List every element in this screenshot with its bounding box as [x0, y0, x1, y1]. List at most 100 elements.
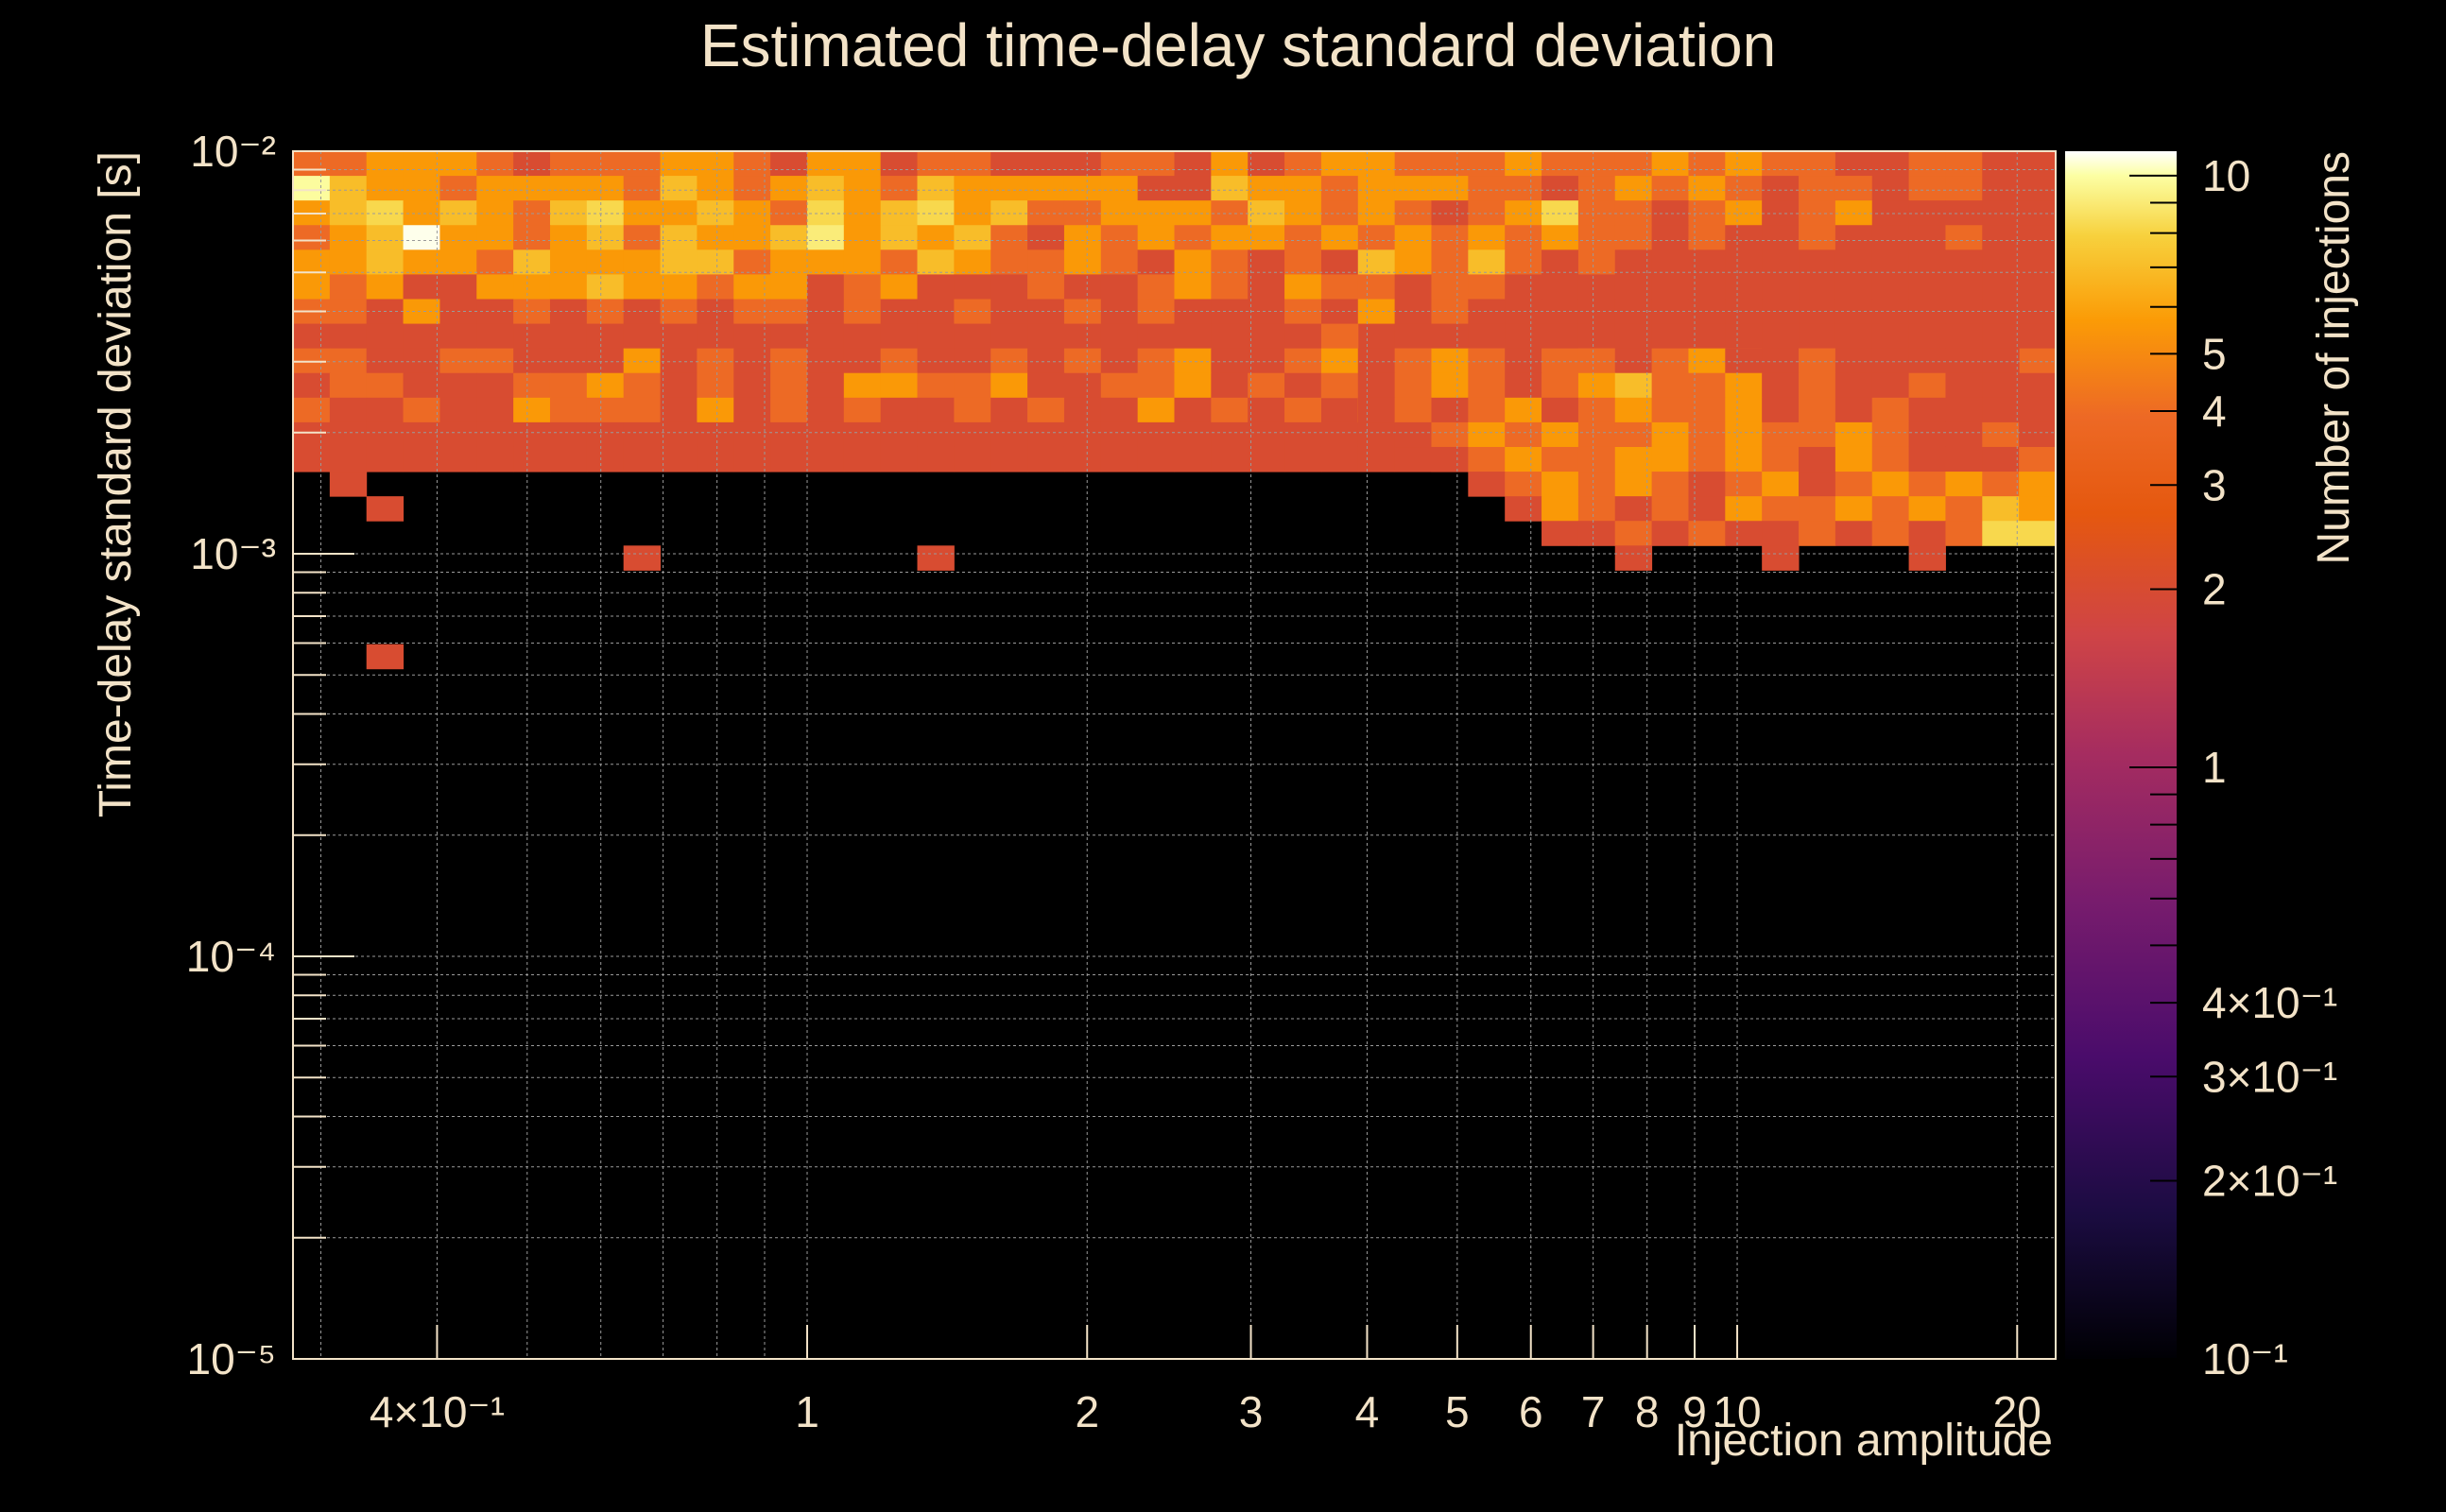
- heatmap-cell: [1505, 176, 1542, 201]
- heatmap-cell: [476, 225, 514, 250]
- heatmap-cell: [1027, 446, 1065, 472]
- heatmap-cell: [1725, 446, 1763, 472]
- heatmap-cell: [513, 421, 551, 448]
- x-tick-label: 4: [1355, 1387, 1380, 1436]
- heatmap-cell: [623, 372, 662, 399]
- heatmap-cell: [623, 545, 662, 571]
- x-tick-label: 10: [1713, 1387, 1761, 1436]
- heatmap-cell: [1577, 472, 1616, 497]
- heatmap-cell: [917, 421, 955, 448]
- heatmap-cell: [1027, 299, 1065, 325]
- heatmap-cell: [697, 274, 734, 300]
- heatmap-cell: [1577, 323, 1616, 350]
- heatmap-cell: [1284, 323, 1322, 350]
- heatmap-cell: [2019, 323, 2057, 350]
- heatmap-cell: [1357, 446, 1396, 472]
- heatmap-cell: [954, 225, 991, 250]
- heatmap-cell: [586, 274, 625, 300]
- heatmap-cell: [1834, 274, 1873, 300]
- heatmap-cell: [366, 200, 405, 226]
- heatmap-cell: [1945, 446, 1983, 472]
- heatmap-cell: [1100, 348, 1139, 374]
- heatmap-cell: [1799, 472, 1836, 497]
- heatmap-cell: [880, 274, 919, 300]
- heatmap-cell: [1284, 200, 1322, 226]
- heatmap-cell: [806, 176, 845, 201]
- heatmap-cell: [1688, 249, 1726, 275]
- heatmap-cell: [1688, 274, 1726, 300]
- heatmap-cell: [1762, 397, 1800, 423]
- heatmap-cell: [1725, 151, 1763, 177]
- heatmap-cell: [1468, 472, 1506, 497]
- heatmap-cell: [1174, 323, 1212, 350]
- heatmap-cell: [1100, 372, 1139, 399]
- heatmap-cell: [1762, 249, 1800, 275]
- heatmap-cell: [1248, 421, 1285, 448]
- heatmap-cell: [1174, 397, 1212, 423]
- heatmap-cell: [1762, 200, 1800, 226]
- heatmap-cell: [990, 421, 1028, 448]
- heatmap-cell: [1651, 200, 1689, 226]
- heatmap-cell: [1357, 348, 1396, 374]
- heatmap-cell: [476, 323, 514, 350]
- heatmap-cell: [1431, 200, 1469, 226]
- heatmap-cell: [990, 200, 1028, 226]
- heatmap-cell: [1871, 274, 1910, 300]
- heatmap-cell: [1834, 348, 1873, 374]
- heatmap-cell: [880, 323, 919, 350]
- heatmap-cell: [954, 274, 991, 300]
- heatmap-cell: [329, 249, 368, 275]
- heatmap-cell: [954, 176, 991, 201]
- heatmap-cell: [1468, 421, 1506, 448]
- heatmap-cell: [843, 348, 882, 374]
- heatmap-cell: [1762, 176, 1800, 201]
- heatmap-cell: [1651, 348, 1689, 374]
- heatmap-cell: [697, 151, 734, 177]
- heatmap-cell: [917, 274, 955, 300]
- heatmap-cell: [1834, 323, 1873, 350]
- heatmap-cell: [1908, 545, 1946, 571]
- heatmap-cell: [843, 446, 882, 472]
- heatmap-cell: [1027, 274, 1065, 300]
- heatmap-cell: [843, 249, 882, 275]
- heatmap-cell: [1027, 225, 1065, 250]
- heatmap-cell: [843, 421, 882, 448]
- heatmap-cell: [1431, 348, 1469, 374]
- heatmap-cell: [1357, 397, 1396, 423]
- heatmap-cell: [1284, 348, 1322, 374]
- heatmap-cell: [1063, 446, 1102, 472]
- heatmap-cell: [1725, 249, 1763, 275]
- heatmap-cell: [1834, 249, 1873, 275]
- colorbar-tick-label: 2: [2202, 564, 2227, 613]
- heatmap-cell: [439, 274, 477, 300]
- heatmap-cell: [1174, 225, 1212, 250]
- heatmap-cell: [1468, 323, 1506, 350]
- heatmap-cell: [1982, 176, 2020, 201]
- heatmap-cell: [1542, 372, 1579, 399]
- heatmap-cell: [586, 397, 625, 423]
- heatmap-cell: [1945, 200, 1983, 226]
- heatmap-cell: [1174, 274, 1212, 300]
- heatmap-cell: [1468, 372, 1506, 399]
- heatmap-cell: [1651, 446, 1689, 472]
- heatmap-cell: [1762, 421, 1800, 448]
- heatmap-cell: [1908, 421, 1946, 448]
- heatmap-cell: [770, 225, 808, 250]
- heatmap-cell: [806, 397, 845, 423]
- heatmap-cell: [1431, 225, 1469, 250]
- heatmap-cell: [954, 446, 991, 472]
- heatmap-cell: [733, 323, 771, 350]
- x-tick-label: 6: [1519, 1387, 1543, 1436]
- heatmap-cell: [476, 372, 514, 399]
- heatmap-cell: [476, 397, 514, 423]
- heatmap-cell: [917, 397, 955, 423]
- heatmap-cell: [1688, 521, 1726, 546]
- heatmap-cell: [329, 397, 368, 423]
- heatmap-cell: [476, 151, 514, 177]
- heatmap-cell: [1431, 323, 1469, 350]
- heatmap-cell: [1614, 496, 1653, 522]
- heatmap-cell: [2019, 151, 2057, 177]
- x-tick-label: 2: [1075, 1387, 1099, 1436]
- heatmap-cell: [1137, 151, 1175, 177]
- heatmap-cell: [586, 176, 625, 201]
